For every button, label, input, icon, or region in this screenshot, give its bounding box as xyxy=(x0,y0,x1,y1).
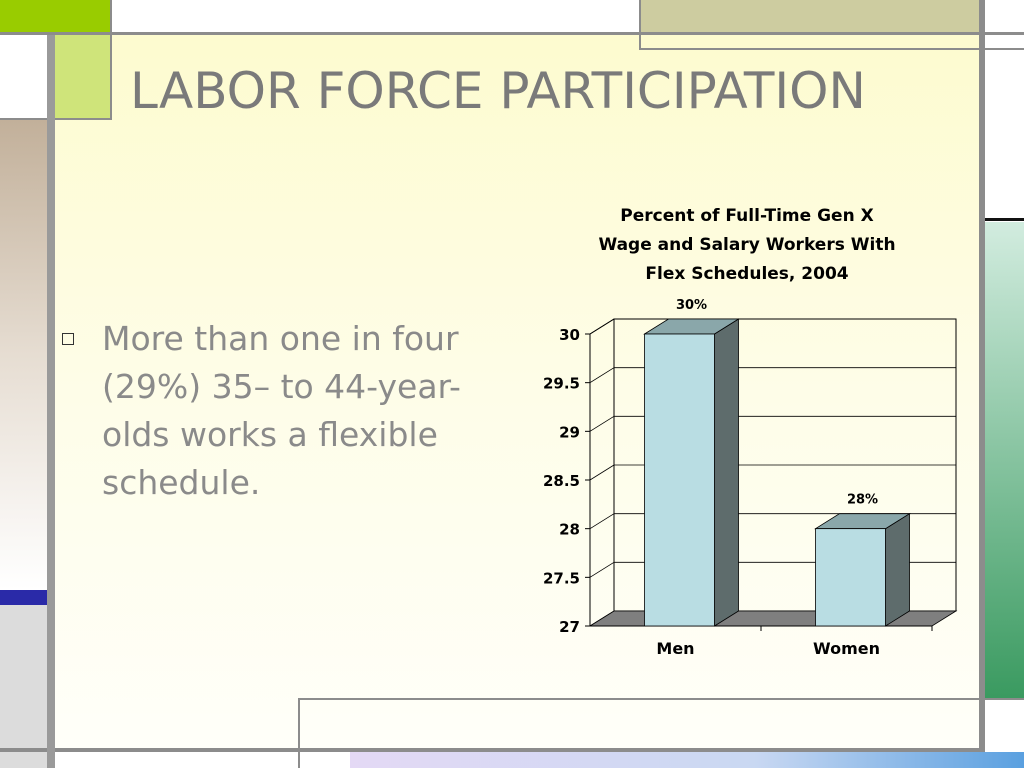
chart-title-line: Wage and Salary Workers With xyxy=(598,235,895,255)
teal-accent-bar xyxy=(985,222,1024,698)
data-label: 28% xyxy=(847,493,878,508)
frame-line xyxy=(0,748,985,752)
frame-line xyxy=(47,35,55,768)
lavender-accent-bar xyxy=(350,752,1024,768)
gridline-side xyxy=(589,367,615,384)
frame-line xyxy=(985,218,1024,221)
frame-line xyxy=(110,0,112,120)
y-axis-top-edge xyxy=(589,318,615,335)
gridline-side xyxy=(589,561,615,578)
slide-title: LABOR FORCE PARTICIPATION xyxy=(130,62,866,120)
x-category-label: Women xyxy=(813,639,880,658)
green-accent-block xyxy=(0,0,110,32)
y-tick-label: 27.5 xyxy=(543,569,580,587)
square-bullet-icon xyxy=(62,333,74,345)
tan-accent-bar xyxy=(0,120,47,590)
bar-side xyxy=(714,318,739,627)
frame-line xyxy=(298,698,300,768)
gridline-side xyxy=(589,415,615,432)
gridline-side xyxy=(589,513,615,530)
chart-title-line: Percent of Full-Time Gen X xyxy=(620,206,873,226)
blue-accent-bar xyxy=(0,590,47,605)
frame-line xyxy=(979,0,985,748)
slide-background xyxy=(55,35,979,748)
bullet-text: More than one in four (29%) 35– to 44-ye… xyxy=(102,319,461,502)
gray-accent-bar xyxy=(0,605,47,768)
frame-line xyxy=(639,0,641,50)
data-label: 30% xyxy=(676,298,707,313)
frame-line xyxy=(0,32,1024,35)
olive-accent-block xyxy=(641,0,979,32)
y-tick-label: 29.5 xyxy=(543,375,580,393)
chart-title-line: Flex Schedules, 2004 xyxy=(645,264,848,284)
y-tick-label: 27 xyxy=(559,618,580,636)
frame-line xyxy=(0,118,47,120)
y-tick-label: 28 xyxy=(559,521,580,539)
bar-side xyxy=(885,512,910,627)
y-tick-label: 30 xyxy=(559,326,580,344)
frame-line xyxy=(55,118,112,120)
y-tick-label: 28.5 xyxy=(543,472,580,490)
y-tick-label: 29 xyxy=(559,423,580,441)
bar xyxy=(644,333,715,627)
bar-chart: Percent of Full-Time Gen X Wage and Sala… xyxy=(543,206,958,658)
frame-line xyxy=(298,698,1024,700)
bar xyxy=(815,528,886,627)
bullet-item: More than one in four (29%) 35– to 44-ye… xyxy=(62,315,502,507)
frame-line xyxy=(639,48,1024,50)
x-category-label: Men xyxy=(656,639,694,658)
bullet-list: More than one in four (29%) 35– to 44-ye… xyxy=(62,315,502,507)
gridline-side xyxy=(589,464,615,481)
light-green-accent-block xyxy=(55,35,110,120)
